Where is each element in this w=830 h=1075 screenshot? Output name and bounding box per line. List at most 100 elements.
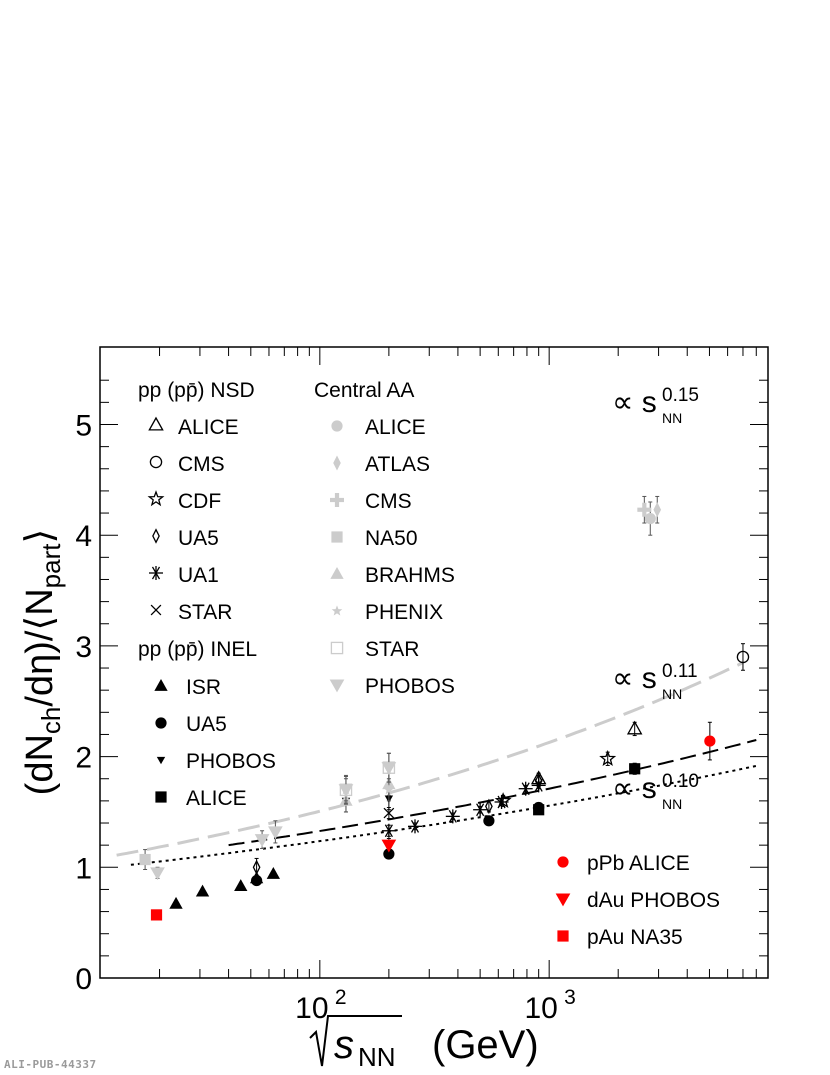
x-label-sub: NN: [358, 1042, 396, 1072]
legend-marker-plus: [330, 493, 344, 507]
point-pp_nsd-asterisk: [473, 802, 488, 817]
point-pp_inel-square: [629, 763, 641, 775]
legend-label-pp-inel: UA5: [186, 713, 227, 736]
legend-marker-diamond: [333, 455, 341, 471]
legend-label-central-aa: STAR: [365, 638, 419, 661]
fit-label-exponent: 0.10: [662, 771, 699, 792]
legend-marker-cross: [150, 604, 162, 616]
legend-label-central-aa: CMS: [365, 490, 412, 513]
legend-label-pp-nsd: UA5: [178, 527, 219, 550]
x-tick-label: 10: [524, 992, 557, 1025]
x-tick-label: 10: [295, 992, 328, 1025]
y-tick-label: 0: [75, 963, 92, 996]
point-pp_nsd-circle-open: [736, 650, 750, 664]
point-central_aa-triangle-down: [338, 784, 354, 798]
point-central_aa-triangle-down: [268, 826, 283, 840]
fit-curves: [116, 661, 757, 866]
point-pa-triangle-down: [381, 839, 397, 853]
fit-label-exponent: 0.15: [662, 385, 699, 406]
y-label-sub-part: part: [36, 543, 66, 589]
legend-marker-asterisk: [149, 566, 163, 580]
legend-label-pp-inel: ISR: [186, 676, 221, 699]
point-pp_nsd-asterisk: [518, 781, 533, 796]
point-pp_inel-square: [533, 804, 545, 816]
legend-marker-square: [557, 930, 569, 942]
point-central_aa-circle: [644, 512, 656, 525]
y-tick-label: 4: [75, 520, 92, 553]
y-tick-label: 1: [75, 852, 92, 885]
x-label-root: s: [334, 1023, 354, 1067]
fit-curve-0: [116, 661, 744, 857]
fit-label-sub: NN: [662, 410, 682, 426]
point-central_aa-triangle-down: [150, 867, 165, 881]
point-pa-circle: [704, 735, 716, 747]
point-central_aa-triangle-down: [381, 762, 397, 776]
legend-marker-triangle-down: [555, 893, 571, 907]
point-pp_inel-triangle: [234, 879, 248, 892]
point-pp_nsd-asterisk: [445, 809, 460, 824]
point-central_aa-square: [139, 853, 151, 866]
point-pp_nsd-asterisk: [381, 823, 396, 838]
y-tick-label: 2: [75, 742, 92, 775]
x-axis-label: s NN (GeV): [309, 1015, 539, 1072]
point-pp_inel-triangle: [169, 896, 183, 909]
legend-label-central-aa: PHENIX: [365, 601, 443, 624]
legend-marker-circle: [331, 420, 343, 432]
legend-marker-square-open: [330, 641, 344, 655]
point-central_aa-triangle-down: [254, 834, 270, 847]
fit-curve-1: [228, 739, 757, 847]
point-pp_inel-triangle: [195, 884, 210, 897]
x-tick-label-exponent: 3: [564, 986, 576, 1009]
legend-label-pp-inel: PHOBOS: [186, 750, 276, 773]
point-central_aa-plus: [637, 502, 652, 517]
legend-label-pa: pAu NA35: [587, 926, 683, 949]
y-label-part-3: ⟩: [19, 529, 61, 544]
y-axis-label: (dNch/dη)/⟨Npart⟩: [19, 529, 66, 796]
point-pp_inel-triangle: [266, 866, 280, 879]
y-label-part-2: /dη)/⟨N: [19, 588, 61, 706]
legend-marker-triangle-down: [329, 679, 345, 693]
publication-id: ALI-PUB-44337: [4, 1058, 97, 1071]
legend-label-pp-nsd: CMS: [178, 453, 225, 476]
point-pp_inel-circle: [251, 874, 263, 887]
legend-label-central-aa: NA50: [365, 527, 418, 550]
legend-marker-triangle-open: [148, 416, 164, 431]
point-pp_nsd-asterisk: [531, 778, 546, 793]
point-central_aa-diamond: [653, 502, 662, 518]
fit-label-2: ∝ s: [612, 772, 657, 805]
legend-label-pp-nsd: CDF: [178, 490, 221, 513]
fit-curve-2: [130, 764, 757, 866]
legend-marker-square: [331, 531, 343, 543]
y-tick-label: 5: [75, 409, 92, 442]
y-label-sub-ch: ch: [36, 707, 66, 734]
legend-marker-circle-open: [149, 455, 163, 469]
legend-label-central-aa: BRAHMS: [365, 564, 455, 587]
sqrt-sign: [309, 1015, 402, 1067]
point-pp_inel-circle: [483, 815, 495, 827]
legend-label-pp-nsd: UA1: [178, 564, 219, 587]
legend-marker-square: [155, 791, 167, 803]
point-pp_inel-circle: [383, 848, 395, 860]
legend-marker-triangle: [154, 679, 168, 691]
fit-label-sub: NN: [662, 796, 682, 812]
legend-marker-circle: [557, 856, 569, 868]
legend-label-central-aa: PHOBOS: [365, 675, 455, 698]
legend-marker-star-open: [147, 490, 165, 507]
legend-marker-diamond-open: [152, 528, 160, 544]
data-markers: [139, 495, 750, 921]
y-tick-label: 3: [75, 631, 92, 664]
legend: pp (pp̄) NSD ALICE CMS CDF UA5 UA1 STAR pp (pp̄…: [138, 379, 720, 949]
legend-label-central-aa: ATLAS: [365, 453, 430, 476]
legend-label-pp-nsd: STAR: [178, 601, 232, 624]
plot-frame: [99, 346, 769, 979]
legend-marker-star: [331, 605, 343, 616]
point-pp_nsd-star-open: [599, 749, 617, 766]
legend-header-pp-nsd: pp (pp̄) NSD: [138, 379, 255, 402]
legend-header-central-aa: Central AA: [314, 379, 414, 402]
axis-ticks: 0 1 2 3 4 5 10 2 10 3: [75, 347, 769, 1025]
legend-marker-triangle-down-small: [156, 756, 166, 765]
point-pp_nsd-diamond-open: [485, 798, 493, 815]
legend-marker-triangle: [330, 567, 344, 579]
